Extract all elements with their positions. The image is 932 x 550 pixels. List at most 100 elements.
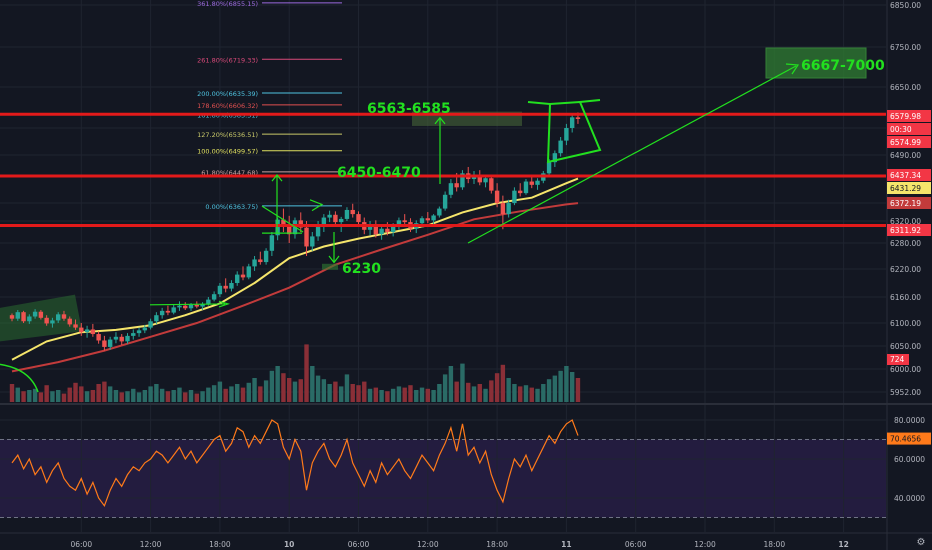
volume-bar xyxy=(27,390,32,402)
candle-body xyxy=(500,203,506,215)
volume-bar xyxy=(206,387,211,402)
candle-body xyxy=(15,312,20,319)
price-tag-label: 6311.92 xyxy=(890,226,921,235)
volume-bar xyxy=(414,390,419,402)
fib-level-label: 361.80%(6855.15) xyxy=(197,0,258,8)
candle-body xyxy=(27,316,32,322)
volume-bar xyxy=(44,385,49,402)
candle-body xyxy=(136,330,142,334)
volume-tag-label: 724 xyxy=(890,355,905,364)
volume-tag xyxy=(887,354,909,365)
volume-bar xyxy=(373,387,379,402)
volume-bar xyxy=(419,387,425,402)
price-tag xyxy=(887,110,931,122)
support-marker xyxy=(322,263,338,270)
candle-body xyxy=(569,117,575,128)
gear-icon: ⚙ xyxy=(917,537,926,548)
candle-body xyxy=(67,318,72,325)
volume-bar xyxy=(107,386,113,402)
fib-level-label: 261.80%(6719.33) xyxy=(197,56,258,64)
volume-bar xyxy=(569,372,575,402)
volume-bar xyxy=(171,390,176,402)
volume-bar xyxy=(194,393,199,402)
volume-bar xyxy=(575,378,581,402)
volume-bar xyxy=(546,379,552,402)
candle-body xyxy=(148,321,153,328)
candle-body xyxy=(477,174,482,183)
slow-moving-average-line xyxy=(11,202,579,373)
volume-bar xyxy=(96,384,101,402)
candle-body xyxy=(552,153,558,163)
volume-bar xyxy=(535,388,540,402)
candle-body xyxy=(194,304,199,307)
rsi-line xyxy=(11,419,579,508)
volume-bar xyxy=(275,366,280,402)
volume-bar xyxy=(15,387,20,402)
candle-body xyxy=(165,310,171,313)
volume-bar xyxy=(494,373,500,402)
time-axis-label: 18:00 xyxy=(209,540,231,549)
candle-body xyxy=(304,227,309,247)
volume-bar xyxy=(56,390,61,402)
candle-body xyxy=(448,183,454,195)
price-tag xyxy=(887,123,931,135)
volume-bar xyxy=(223,388,228,402)
volume-bar xyxy=(131,388,136,402)
price-axis-label: 6050.00 xyxy=(890,342,921,351)
rsi-value-tag xyxy=(887,432,931,445)
candle-body xyxy=(396,220,402,227)
candle-body xyxy=(56,314,61,321)
candle-body xyxy=(431,215,436,221)
rsi-axis-label: 60.0000 xyxy=(894,455,925,464)
price-tag xyxy=(887,197,931,209)
volume-bar xyxy=(425,388,430,402)
time-axis-label: 06:00 xyxy=(70,540,92,549)
candle-body xyxy=(356,214,361,223)
candle-body xyxy=(61,314,67,319)
arrow-head xyxy=(271,173,283,182)
arrow-head xyxy=(434,116,446,125)
candle-body xyxy=(235,274,240,283)
price-axis-label: 6160.00 xyxy=(890,293,921,302)
volume-bar xyxy=(154,384,159,402)
candle-body xyxy=(287,226,292,235)
candle-body xyxy=(379,228,384,235)
candle-body xyxy=(258,259,263,263)
volume-bar xyxy=(512,384,517,402)
volume-bar xyxy=(367,388,373,402)
candle-body xyxy=(512,190,517,204)
candle-body xyxy=(373,225,379,235)
candle-body xyxy=(564,128,569,141)
volume-bar xyxy=(217,381,223,402)
candle-body xyxy=(350,209,355,215)
price-tag-label: 6431.29 xyxy=(890,184,921,193)
candle-body xyxy=(529,181,534,185)
volume-bar xyxy=(38,392,44,402)
price-axis-label: 6220.00 xyxy=(890,265,921,274)
volume-bar xyxy=(90,390,96,402)
volume-bar xyxy=(350,384,355,402)
volume-bar xyxy=(159,388,165,402)
candle-body xyxy=(390,226,396,232)
volume-bar xyxy=(281,373,286,402)
time-axis-label: 11 xyxy=(561,540,571,549)
rsi-value-label: 70.4656 xyxy=(890,435,921,444)
candle-body xyxy=(154,315,159,322)
candle-body xyxy=(402,220,407,223)
volume-bar xyxy=(269,370,275,402)
candle-body xyxy=(367,225,373,230)
candle-body xyxy=(419,218,425,224)
volume-bar xyxy=(32,388,38,402)
fib-level-label: 200.00%(6635.39) xyxy=(197,90,258,98)
volume-bar xyxy=(61,393,67,402)
candle-body xyxy=(535,180,540,185)
volume-bar xyxy=(385,391,390,402)
volume-bar xyxy=(338,386,344,402)
candle-body xyxy=(50,320,55,324)
candle-body xyxy=(113,336,119,340)
candle-body xyxy=(269,235,275,251)
volume-bar xyxy=(229,386,234,402)
time-axis-label: 06:00 xyxy=(348,540,370,549)
pennant-top xyxy=(549,101,581,105)
